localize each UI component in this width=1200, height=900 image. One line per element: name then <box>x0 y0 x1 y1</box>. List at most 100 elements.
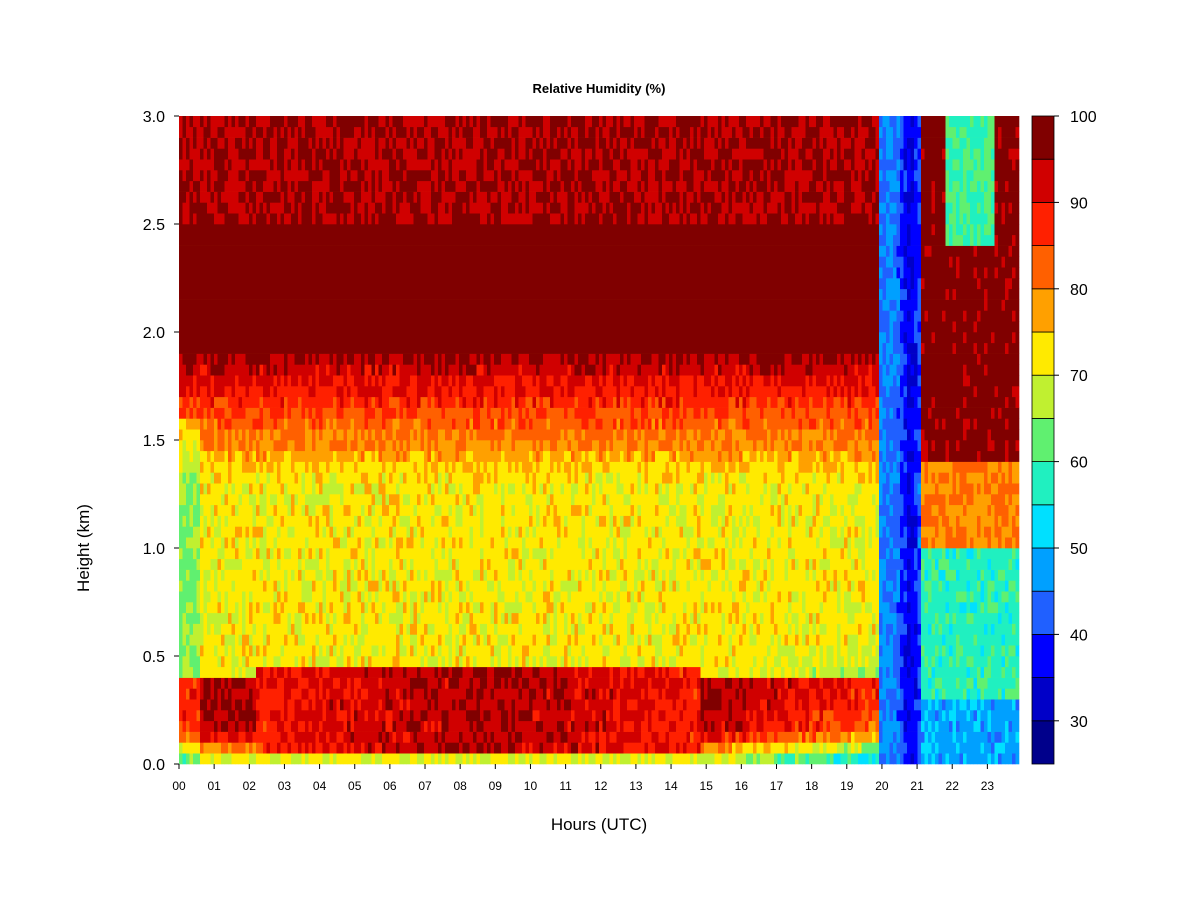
heatmap-cell <box>459 494 463 506</box>
heatmap-cell <box>284 656 288 668</box>
heatmap-cell <box>340 278 344 290</box>
heatmap-cell <box>375 548 379 560</box>
heatmap-cell <box>196 202 201 214</box>
heatmap-cell <box>200 645 204 657</box>
heatmap-cell <box>371 742 376 754</box>
heatmap-cell <box>385 256 390 268</box>
heatmap-cell <box>389 310 393 322</box>
heatmap-cell <box>413 288 418 300</box>
heatmap-cell <box>186 202 190 214</box>
heatmap-cell <box>319 310 323 322</box>
heatmap-cell <box>249 342 253 354</box>
heatmap-cell <box>406 396 411 408</box>
heatmap-cell <box>245 159 250 171</box>
heatmap-cell <box>329 256 334 268</box>
heatmap-cell <box>389 591 393 603</box>
heatmap-cell <box>224 342 229 354</box>
heatmap-cell <box>361 256 365 268</box>
heatmap-cell <box>280 461 285 473</box>
heatmap-cell <box>308 224 313 236</box>
heatmap-cell <box>207 213 211 225</box>
heatmap-cell <box>221 526 225 538</box>
heatmap-cell <box>455 418 460 430</box>
heatmap-cell <box>431 461 435 473</box>
heatmap-cell <box>277 537 281 549</box>
heatmap-cell <box>434 634 439 646</box>
heatmap-cell <box>252 386 257 398</box>
heatmap-cell <box>364 126 369 138</box>
heatmap-cell <box>343 731 348 743</box>
heatmap-cell <box>196 429 201 441</box>
heatmap-cell <box>224 267 229 279</box>
heatmap-cell <box>392 699 397 711</box>
heatmap-cell <box>350 720 355 732</box>
heatmap-cell <box>256 677 260 689</box>
heatmap-cell <box>200 126 204 138</box>
heatmap-cell <box>294 310 299 322</box>
heatmap-cell <box>354 461 358 473</box>
heatmap-cell <box>438 299 442 311</box>
heatmap-cell <box>445 440 449 452</box>
heatmap-cell <box>214 645 218 657</box>
heatmap-cell <box>441 407 446 419</box>
heatmap-cell <box>396 656 400 668</box>
heatmap-cell <box>382 418 386 430</box>
heatmap-cell <box>354 278 358 290</box>
heatmap-cell <box>382 159 386 171</box>
heatmap-cell <box>382 569 386 581</box>
heatmap-cell <box>392 353 397 365</box>
heatmap-cell <box>427 299 432 311</box>
heatmap-cell <box>238 418 243 430</box>
heatmap-cell <box>217 288 222 300</box>
heatmap-cell <box>448 580 453 592</box>
heatmap-cell <box>340 418 344 430</box>
heatmap-cell <box>221 191 225 203</box>
heatmap-cell <box>431 558 435 570</box>
heatmap-cell <box>294 321 299 333</box>
heatmap-cell <box>270 602 274 614</box>
heatmap-cell <box>445 159 449 171</box>
heatmap-cell <box>396 137 400 149</box>
heatmap-cell <box>378 278 383 290</box>
heatmap-cell <box>186 342 190 354</box>
heatmap-cell <box>182 558 187 570</box>
heatmap-cell <box>343 720 348 732</box>
heatmap-cell <box>319 429 323 441</box>
heatmap-cell <box>273 278 278 290</box>
heatmap-cell <box>203 731 208 743</box>
heatmap-cell <box>347 461 351 473</box>
heatmap-cell <box>231 364 236 376</box>
heatmap-cell <box>455 634 460 646</box>
heatmap-cell <box>333 666 337 678</box>
heatmap-cell <box>329 288 334 300</box>
heatmap-cell <box>228 440 232 452</box>
heatmap-cell <box>305 148 309 160</box>
heatmap-cell <box>238 407 243 419</box>
heatmap-cell <box>424 699 428 711</box>
heatmap-cell <box>389 191 393 203</box>
heatmap-cell <box>196 332 201 344</box>
heatmap-cell <box>396 321 400 333</box>
heatmap-cell <box>343 321 348 333</box>
heatmap-cell <box>214 418 218 430</box>
heatmap-cell <box>403 612 407 624</box>
heatmap-cell <box>207 148 211 160</box>
heatmap-cell <box>270 666 274 678</box>
heatmap-cell <box>256 440 260 452</box>
heatmap-cell <box>420 591 425 603</box>
heatmap-cell <box>221 699 225 711</box>
heatmap-cell <box>361 321 365 333</box>
heatmap-cell <box>371 731 376 743</box>
heatmap-cell <box>385 569 390 581</box>
heatmap-cell <box>462 278 467 290</box>
heatmap-cell <box>186 364 190 376</box>
heatmap-cell <box>235 256 239 268</box>
heatmap-cell <box>389 256 393 268</box>
heatmap-cell <box>298 612 302 624</box>
heatmap-cell <box>196 731 201 743</box>
heatmap-cell <box>466 602 470 614</box>
heatmap-cell <box>210 170 215 182</box>
heatmap-cell <box>179 656 183 668</box>
heatmap-cell <box>427 267 432 279</box>
heatmap-cell <box>263 461 267 473</box>
